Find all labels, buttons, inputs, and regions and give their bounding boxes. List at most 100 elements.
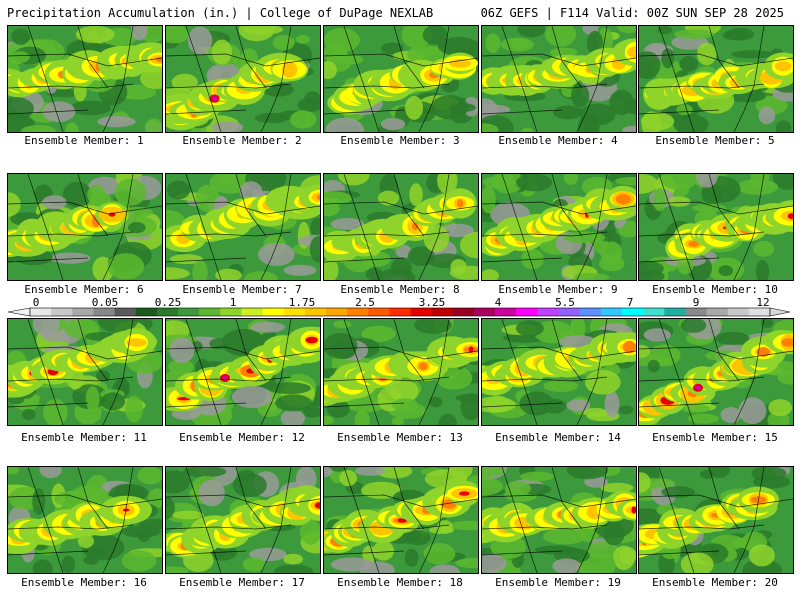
state-border bbox=[260, 174, 292, 280]
state-border bbox=[8, 257, 89, 263]
legend-color-swatch bbox=[283, 308, 306, 316]
state-border bbox=[418, 467, 450, 573]
legend-color-swatch bbox=[643, 308, 665, 316]
ensemble-member-label: Ensemble Member: 10 bbox=[652, 283, 778, 296]
precip-map bbox=[324, 319, 478, 425]
state-border bbox=[260, 467, 292, 573]
state-border bbox=[235, 319, 267, 382]
ensemble-member-label: Ensemble Member: 15 bbox=[652, 431, 778, 444]
state-border bbox=[102, 319, 134, 425]
ensemble-member-label: Ensemble Member: 14 bbox=[495, 431, 621, 444]
legend-color-swatch bbox=[135, 308, 158, 316]
state-border bbox=[343, 319, 380, 425]
state-border bbox=[708, 26, 740, 89]
ensemble-map-panel bbox=[481, 466, 637, 574]
model-run-info: 06Z GEFS | F114 Valid: 00Z SUN SEP 28 20… bbox=[480, 6, 784, 20]
state-border bbox=[185, 467, 222, 573]
state-border bbox=[324, 109, 405, 115]
state-border bbox=[393, 26, 425, 89]
state-border bbox=[185, 26, 222, 132]
state-border bbox=[8, 550, 89, 556]
state-border bbox=[324, 231, 450, 237]
state-border bbox=[185, 174, 222, 280]
state-border bbox=[324, 550, 405, 556]
ensemble-member-label: Ensemble Member: 8 bbox=[340, 283, 460, 296]
state-border bbox=[27, 174, 64, 280]
state-border bbox=[733, 467, 765, 573]
state-border bbox=[8, 231, 134, 237]
legend-tick-label: 1.75 bbox=[289, 296, 316, 309]
legend-color-swatch bbox=[178, 308, 200, 316]
state-border bbox=[343, 26, 380, 132]
legend-tick-label: 3.25 bbox=[419, 296, 446, 309]
legend-color-swatch bbox=[389, 308, 411, 316]
legend-color-swatch bbox=[664, 308, 686, 316]
state-border bbox=[8, 402, 89, 408]
legend-color-swatch bbox=[114, 308, 137, 316]
state-border bbox=[324, 376, 450, 382]
state-border bbox=[166, 83, 292, 89]
state-border bbox=[27, 467, 64, 573]
legend-tick-label: 9 bbox=[693, 296, 700, 309]
state-border bbox=[708, 319, 740, 382]
legend-color-swatch bbox=[304, 308, 327, 316]
state-border bbox=[235, 174, 267, 237]
legend-color-swatch bbox=[347, 308, 369, 316]
state-border bbox=[235, 467, 267, 530]
legend-color-swatch bbox=[706, 308, 729, 316]
legend-color-swatch bbox=[558, 308, 581, 316]
state-border bbox=[482, 376, 608, 382]
legend-color-swatch bbox=[326, 308, 348, 316]
state-border bbox=[166, 231, 292, 237]
ensemble-member-label: Ensemble Member: 19 bbox=[495, 576, 621, 589]
legend-color-swatch bbox=[93, 308, 115, 316]
state-border bbox=[166, 109, 247, 115]
state-border bbox=[418, 174, 450, 280]
state-border bbox=[8, 109, 89, 115]
legend-tick-label: 0.25 bbox=[155, 296, 182, 309]
ensemble-member-label: Ensemble Member: 3 bbox=[340, 134, 460, 147]
state-border bbox=[393, 467, 425, 530]
state-border bbox=[501, 467, 538, 573]
ensemble-map-panel bbox=[165, 173, 321, 281]
ensemble-map-panel bbox=[323, 173, 479, 281]
state-border bbox=[639, 109, 720, 115]
legend-color-swatch bbox=[452, 308, 475, 316]
state-border bbox=[576, 319, 608, 425]
legend-color-swatch bbox=[30, 308, 52, 316]
state-border bbox=[551, 26, 583, 89]
legend-tick-label: 5.5 bbox=[555, 296, 575, 309]
ensemble-map-panel bbox=[7, 173, 163, 281]
legend-color-swatch bbox=[220, 308, 242, 316]
state-border bbox=[658, 319, 695, 425]
state-border bbox=[166, 257, 247, 263]
state-border bbox=[166, 402, 247, 408]
ensemble-member-label: Ensemble Member: 18 bbox=[337, 576, 463, 589]
state-border bbox=[639, 376, 765, 382]
precip-map bbox=[482, 26, 636, 132]
legend-color-swatch bbox=[262, 308, 285, 316]
state-border bbox=[658, 467, 695, 573]
precip-map bbox=[166, 26, 320, 132]
state-border bbox=[708, 174, 740, 237]
legend-color-swatch bbox=[579, 308, 602, 316]
color-legend: 0 0.05 0.25 1 1.75 2.5 3.25 4 5.5 7 9 12 bbox=[7, 296, 791, 317]
precip-map bbox=[324, 26, 478, 132]
state-border bbox=[418, 319, 450, 425]
legend-color-swatch bbox=[537, 308, 559, 316]
state-border bbox=[482, 109, 563, 115]
state-border bbox=[551, 467, 583, 530]
state-border bbox=[482, 83, 608, 89]
state-border bbox=[551, 174, 583, 237]
ensemble-map-panel bbox=[165, 25, 321, 133]
precip-map bbox=[639, 26, 793, 132]
legend-color-swatch bbox=[748, 308, 771, 316]
precip-map bbox=[482, 174, 636, 280]
ensemble-member-label: Ensemble Member: 6 bbox=[24, 283, 144, 296]
ensemble-map-panel bbox=[638, 466, 794, 574]
precip-map bbox=[482, 467, 636, 573]
state-border bbox=[235, 26, 267, 89]
page-title: Precipitation Accumulation (in.) | Colle… bbox=[7, 6, 434, 20]
legend-color-swatch bbox=[241, 308, 263, 316]
ensemble-member-label: Ensemble Member: 2 bbox=[182, 134, 302, 147]
